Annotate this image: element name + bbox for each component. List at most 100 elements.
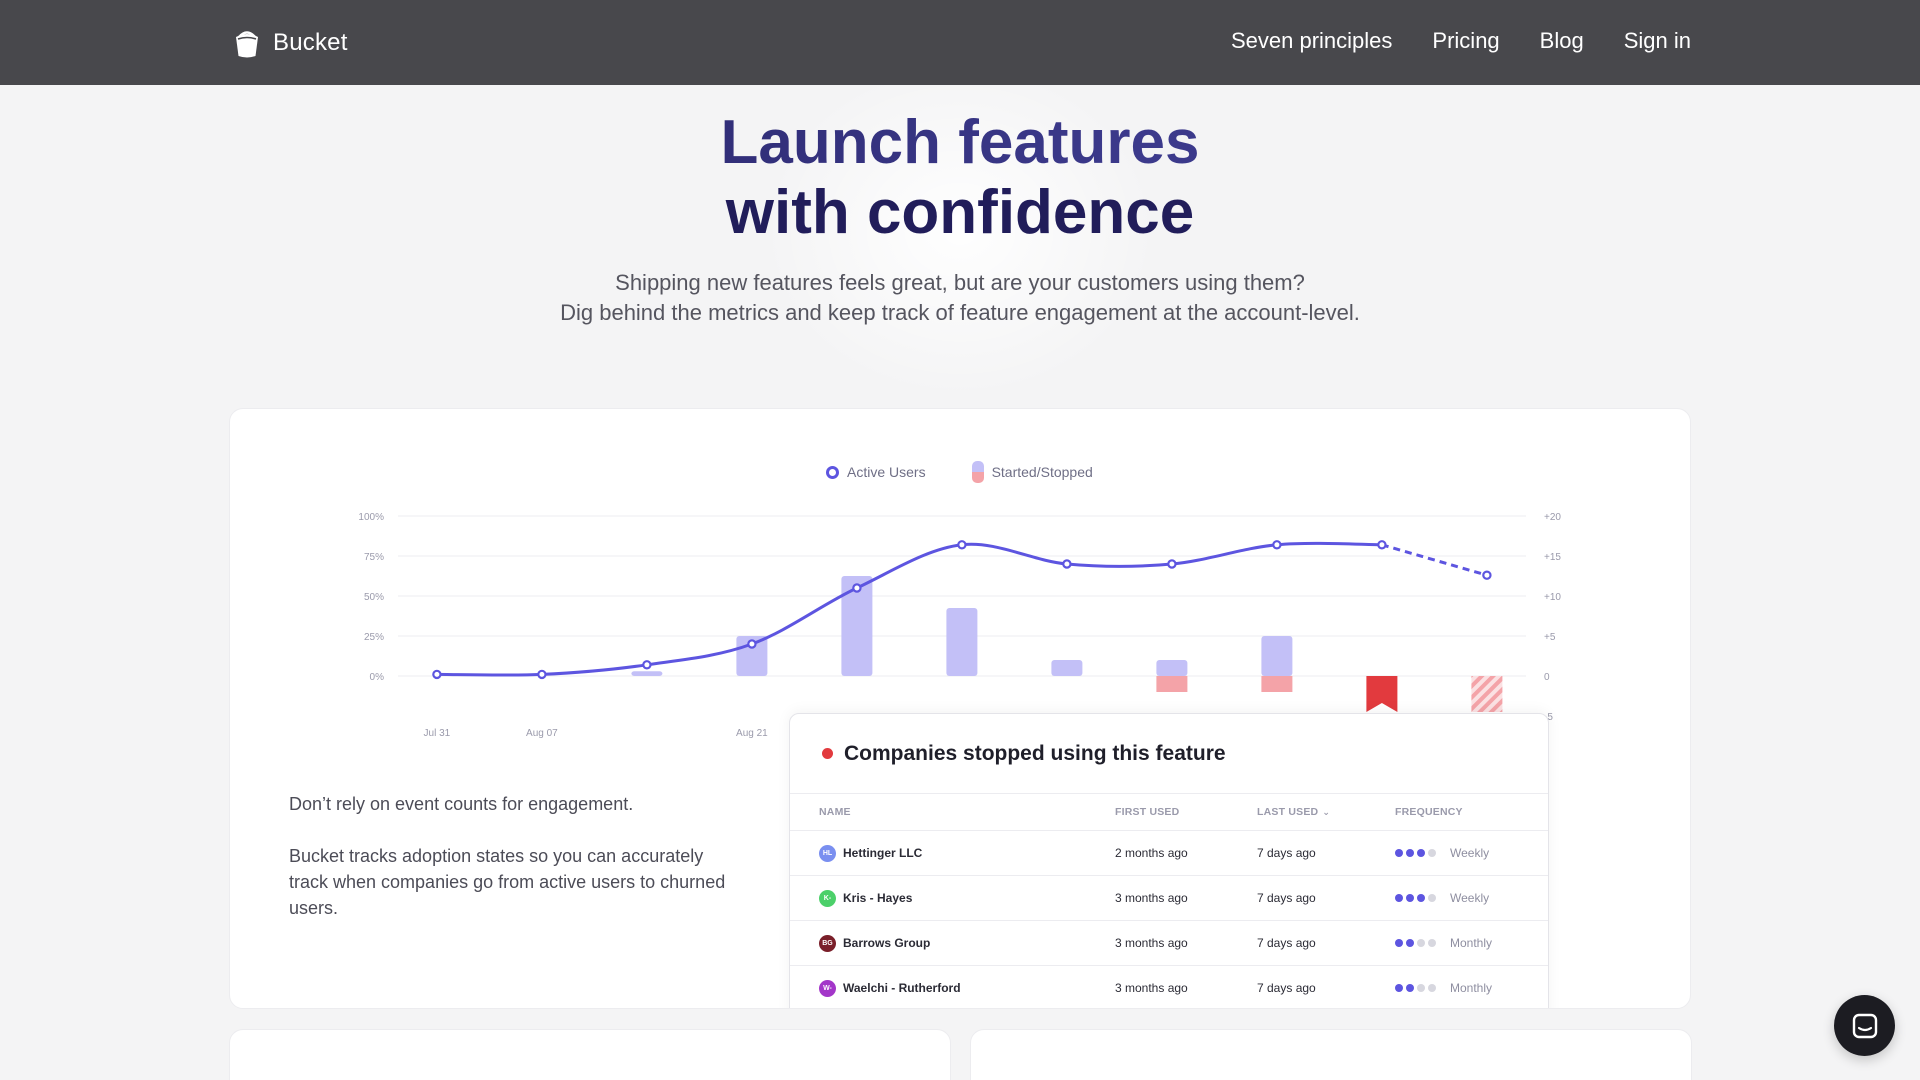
y-left-tick-label: 0% xyxy=(370,672,385,683)
col-first-used[interactable]: FIRST USED xyxy=(1115,806,1180,818)
nav-link-seven-principles[interactable]: Seven principles xyxy=(1230,28,1393,53)
company-name-cell: HL Hettinger LLC xyxy=(819,844,1115,862)
frequency-dots xyxy=(1395,984,1436,992)
y-left-tick-label: 25% xyxy=(364,632,384,643)
frequency-dot xyxy=(1395,984,1403,992)
col-frequency[interactable]: FREQUENCY xyxy=(1395,806,1463,818)
nav-link-blog[interactable]: Blog xyxy=(1539,28,1584,53)
feature-card-secondary-left xyxy=(229,1029,951,1080)
col-last-used[interactable]: LAST USED ⌄ xyxy=(1257,806,1395,818)
stopped-companies-panel: Companies stopped using this feature NAM… xyxy=(789,713,1549,1008)
last-used-cell: 7 days ago xyxy=(1257,891,1316,905)
table-row[interactable]: K- Kris - Hayes 3 months ago 7 days ago Week… xyxy=(790,876,1548,921)
table-row[interactable]: W- Waelchi - Rutherford 3 months ago 7 days… xyxy=(790,966,1548,1008)
company-name[interactable]: Kris - Hayes xyxy=(843,891,913,905)
company-name[interactable]: Hettinger LLC xyxy=(843,846,923,860)
frequency-label: Monthly xyxy=(1450,981,1493,995)
frequency-dot xyxy=(1428,849,1436,857)
y-right-tick-label: +20 xyxy=(1544,512,1561,523)
brand-name: Bucket xyxy=(273,29,348,56)
frequency-dot xyxy=(1406,894,1414,902)
frequency-dot xyxy=(1406,939,1414,947)
first-used-cell: 3 months ago xyxy=(1115,981,1188,995)
started-bar xyxy=(1156,660,1188,676)
company-avatar: W- xyxy=(819,979,836,997)
frequency-dots xyxy=(1395,939,1436,947)
chart-legend: Active Users Started/Stopped xyxy=(826,461,1093,483)
nav-link-sign-in[interactable]: Sign in xyxy=(1623,28,1691,53)
last-used-cell: 7 days ago xyxy=(1257,936,1316,950)
table-row[interactable]: HL Hettinger LLC 2 months ago 7 days ago Wee… xyxy=(790,831,1548,876)
frequency-dots xyxy=(1395,894,1436,902)
col-last-used-label: LAST USED xyxy=(1257,806,1319,818)
hero-subtitle: Shipping new features feels great, but a… xyxy=(0,268,1920,328)
company-name-cell: K- Kris - Hayes xyxy=(819,889,1115,907)
panel-header: Companies stopped using this feature xyxy=(790,714,1548,794)
first-used-cell: 2 months ago xyxy=(1115,846,1188,860)
active-users-point xyxy=(1062,559,1072,569)
nav-link-pricing[interactable]: Pricing xyxy=(1432,28,1500,53)
status-dot-icon xyxy=(822,748,833,759)
hero-title: Launch features with confidence xyxy=(0,108,1920,248)
frequency-dot xyxy=(1417,984,1425,992)
table-header: NAME FIRST USED LAST USED ⌄ FREQUENCY xyxy=(790,794,1548,831)
x-tick-label: Jul 31 xyxy=(424,728,451,739)
stopped-bar xyxy=(1261,676,1293,692)
active-users-point xyxy=(1377,540,1387,550)
active-users-point xyxy=(747,639,757,649)
active-users-point xyxy=(537,669,547,680)
y-right-tick-label: +5 xyxy=(1544,632,1556,643)
started-bar xyxy=(946,608,978,676)
brand-logo[interactable]: Bucket xyxy=(233,24,348,62)
frequency-label: Weekly xyxy=(1450,846,1490,860)
chat-icon xyxy=(1852,1013,1877,1038)
stopped-bar xyxy=(1366,676,1398,712)
frequency-dot xyxy=(1406,849,1414,857)
frequency-dot xyxy=(1395,894,1403,902)
col-name[interactable]: NAME xyxy=(819,806,851,818)
y-left-tick-label: 50% xyxy=(364,592,384,603)
legend-started-stopped-label: Started/Stopped xyxy=(991,464,1093,480)
company-avatar: BG xyxy=(819,934,836,952)
table-row[interactable]: BG Barrows Group 3 months ago 7 days ago Mon… xyxy=(790,921,1548,966)
side-description: Don’t rely on event counts for engagemen… xyxy=(289,791,729,921)
frequency-dot xyxy=(1417,849,1425,857)
company-name[interactable]: Waelchi - Rutherford xyxy=(843,981,961,995)
feature-card-secondary-right xyxy=(970,1029,1692,1080)
side-text-p1: Don’t rely on event counts for engagemen… xyxy=(289,794,634,814)
y-right-tick-label: -5 xyxy=(1544,712,1553,723)
frequency-dot xyxy=(1417,939,1425,947)
table-body: HL Hettinger LLC 2 months ago 7 days ago Wee… xyxy=(790,831,1548,1008)
legend-active-users-label: Active Users xyxy=(847,464,926,480)
active-users-point xyxy=(1167,559,1177,569)
active-users-point xyxy=(1482,570,1492,580)
frequency-cell: Monthly xyxy=(1395,936,1579,950)
active-users-line xyxy=(436,541,1382,677)
chat-launcher[interactable] xyxy=(1834,995,1895,1056)
y-left-tick-label: 100% xyxy=(358,512,384,523)
started-stopped-marker-icon xyxy=(971,461,984,483)
adoption-chart: 100% 75% 50% 25% 0% +20 +15 +10 +5 0 -5 Jul 31 Aug 0… xyxy=(358,512,1561,739)
started-bar xyxy=(1051,660,1083,676)
x-tick-label: Aug 21 xyxy=(736,728,768,739)
frequency-dot xyxy=(1395,849,1403,857)
active-users-point xyxy=(957,540,967,550)
frequency-dots xyxy=(1395,849,1436,857)
frequency-label: Weekly xyxy=(1450,891,1490,905)
hero-title-line-1: Launch features xyxy=(0,108,1920,178)
stopped-bar xyxy=(1156,676,1188,692)
last-used-cell: 7 days ago xyxy=(1257,981,1316,995)
frequency-cell: Weekly xyxy=(1395,891,1579,905)
last-used-cell: 7 days ago xyxy=(1257,846,1316,860)
company-name[interactable]: Barrows Group xyxy=(843,936,931,950)
frequency-dot xyxy=(1428,939,1436,947)
frequency-dot xyxy=(1395,939,1403,947)
frequency-dot xyxy=(1428,894,1436,902)
active-users-projection xyxy=(1381,543,1488,577)
hero-glow xyxy=(760,60,1160,400)
y-right-tick-label: +10 xyxy=(1544,592,1561,603)
company-name-cell: BG Barrows Group xyxy=(819,934,1115,952)
frequency-dot xyxy=(1417,894,1425,902)
y-left-tick-label: 75% xyxy=(364,552,384,563)
feature-card: Active Users Started/Stopped 100% 75% 50% 2… xyxy=(229,408,1691,1009)
